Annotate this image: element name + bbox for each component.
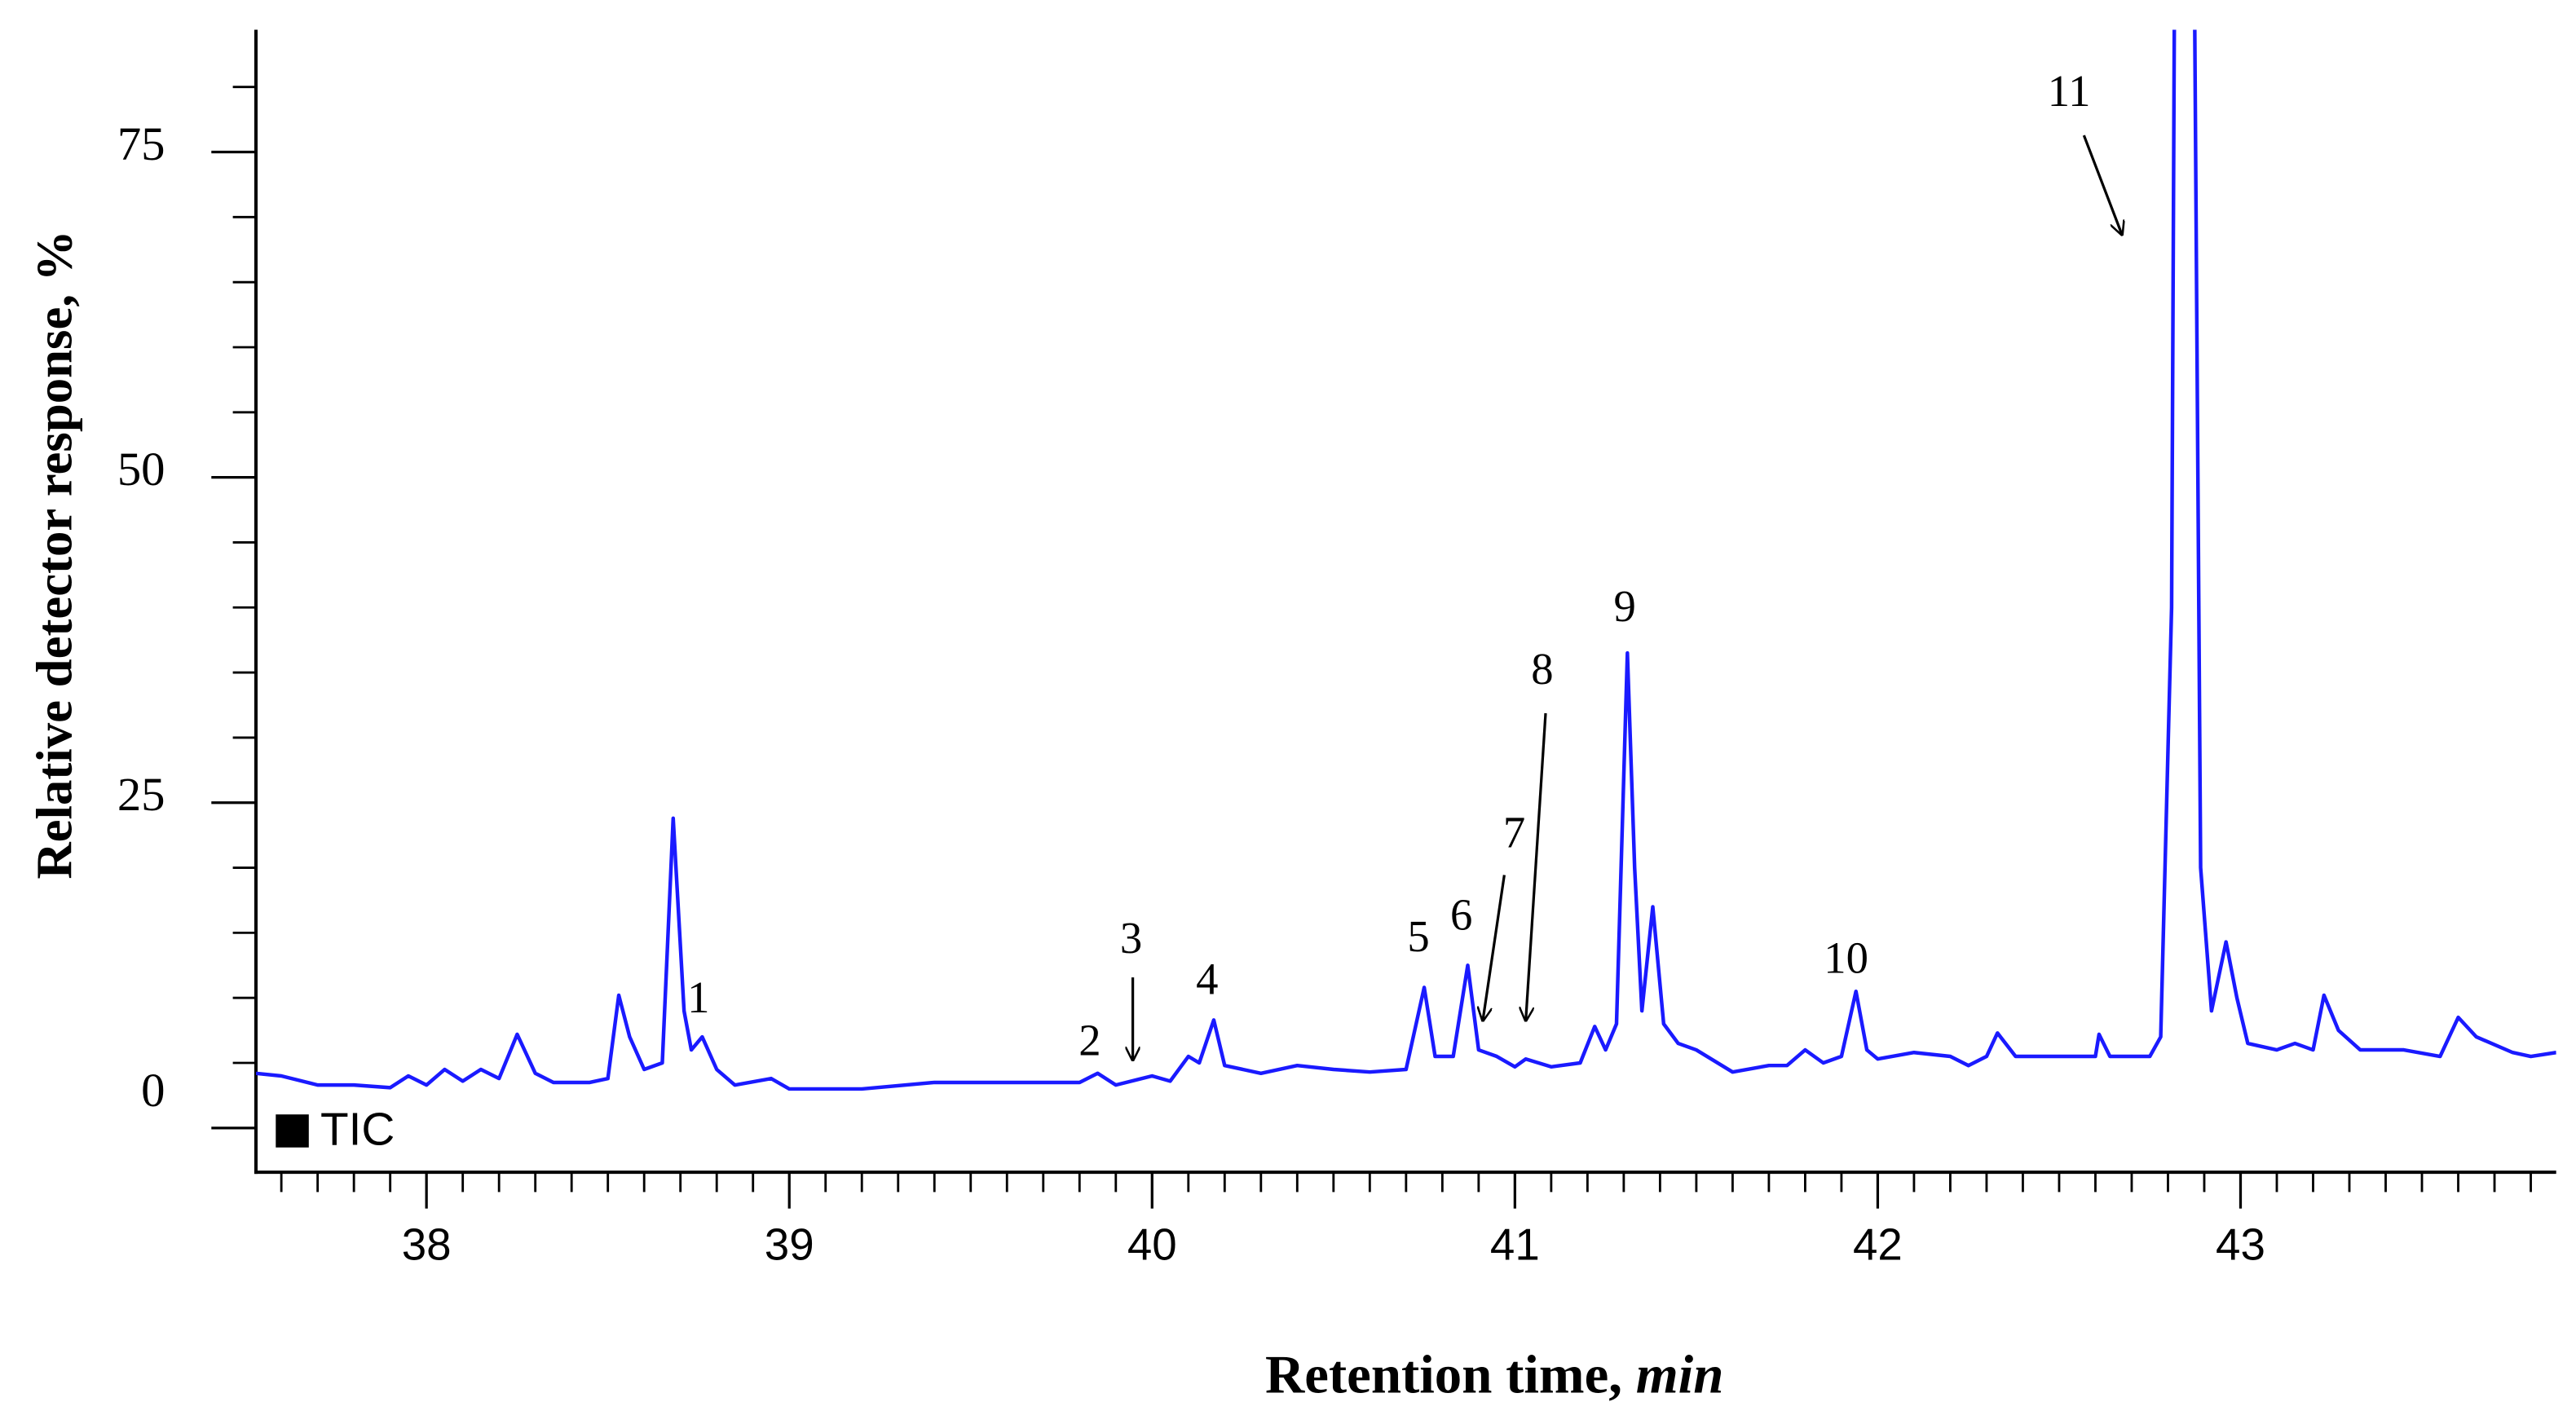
data-line [255, 29, 2556, 1091]
y-axis-title: Relative detector response, % [25, 230, 82, 879]
plot-area [255, 29, 2556, 1091]
peak-label: 9 [1614, 581, 1636, 631]
peak-label: 11 [2048, 66, 2091, 116]
x-tick-label: 43 [2216, 1219, 2265, 1270]
legend-label: TIC [320, 1104, 395, 1155]
peak-label: 5 [1407, 911, 1429, 961]
peak-label: 6 [1450, 890, 1472, 940]
x-tick-label: 39 [765, 1219, 814, 1270]
x-tick-label: 42 [1853, 1219, 1903, 1270]
peak-arrow [2082, 134, 2122, 235]
x-axis-title-unit: min [1636, 1345, 1724, 1405]
y-tick-label: 75 [117, 117, 165, 170]
x-tick-label: 38 [402, 1219, 452, 1270]
x-axis-title-text: Retention time, [1265, 1345, 1622, 1405]
x-axis-title: Retention time, min [1265, 1345, 1723, 1405]
x-tick-label: 41 [1490, 1219, 1540, 1270]
peak-label: 2 [1078, 1016, 1101, 1065]
x-tick-label: 40 [1127, 1219, 1177, 1270]
peak-label: 3 [1120, 913, 1142, 963]
y-tick-label: 0 [141, 1064, 165, 1117]
peak-label: 7 [1503, 807, 1525, 857]
peak-label: 8 [1531, 644, 1553, 694]
peak-label: 10 [1824, 932, 1868, 982]
y-tick-label: 25 [117, 768, 165, 821]
legend-marker [276, 1114, 309, 1148]
peak-arrow [1483, 875, 1506, 1021]
peak-label: 4 [1196, 954, 1218, 1004]
peak-arrow [1526, 712, 1547, 1021]
y-tick-label: 50 [117, 443, 165, 496]
peak-label: 1 [687, 972, 709, 1022]
